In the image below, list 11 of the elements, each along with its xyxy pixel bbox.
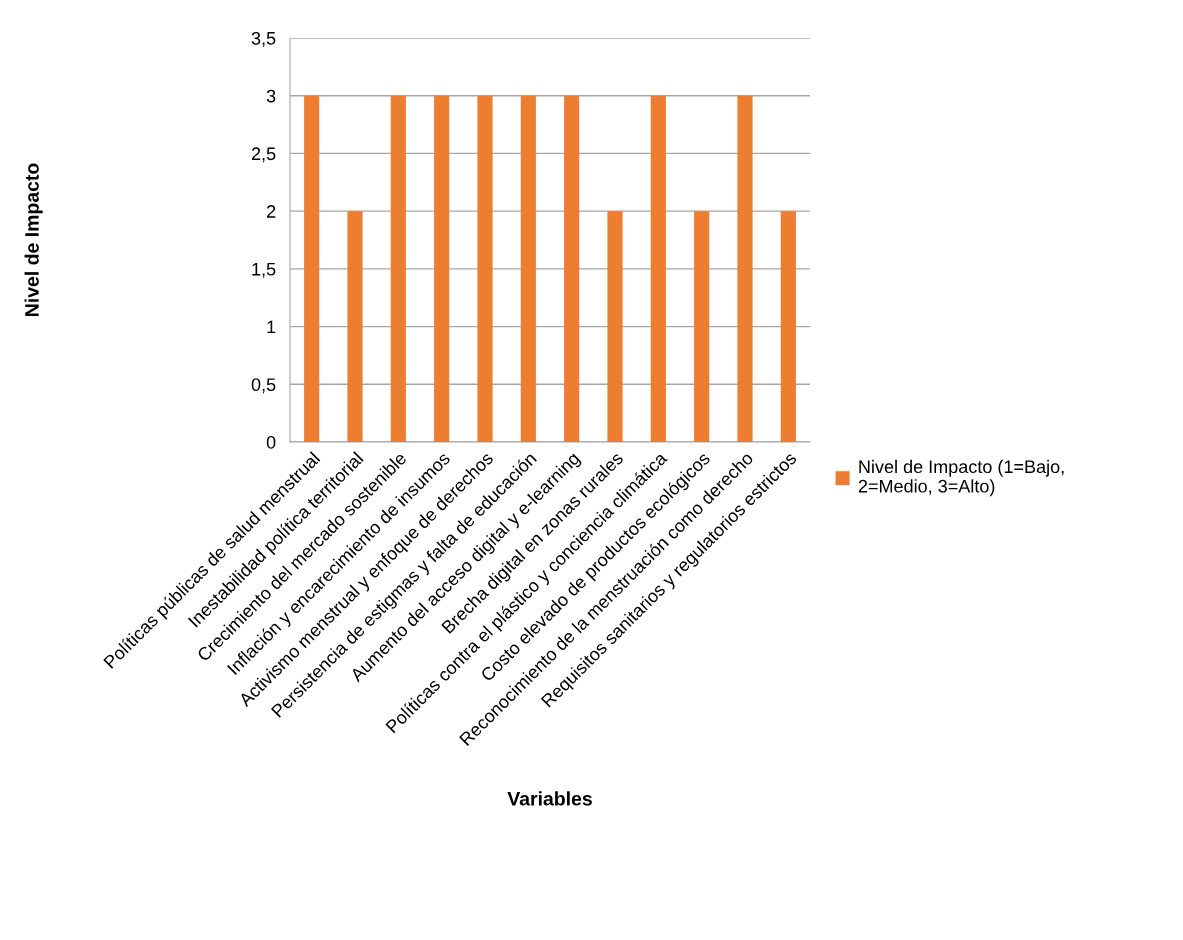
y-tick-label: 3 <box>266 89 276 103</box>
y-tick-label: 3,5 <box>251 31 276 47</box>
y-tick-label: 0 <box>266 435 276 449</box>
y-tick-label: 2,5 <box>251 147 276 163</box>
y-tick-label: 0,5 <box>251 378 276 394</box>
x-axis-title: Variables <box>507 791 592 806</box>
legend-label: Nivel de Impacto (1=Bajo, 2=Medio, 3=Alto) <box>858 459 1064 497</box>
y-tick-label: 1 <box>267 320 276 334</box>
y-tick-label: 1,5 <box>252 262 276 278</box>
y-axis-title: Nivel de Impacto <box>24 163 43 316</box>
y-tick-label: 2 <box>266 205 276 218</box>
